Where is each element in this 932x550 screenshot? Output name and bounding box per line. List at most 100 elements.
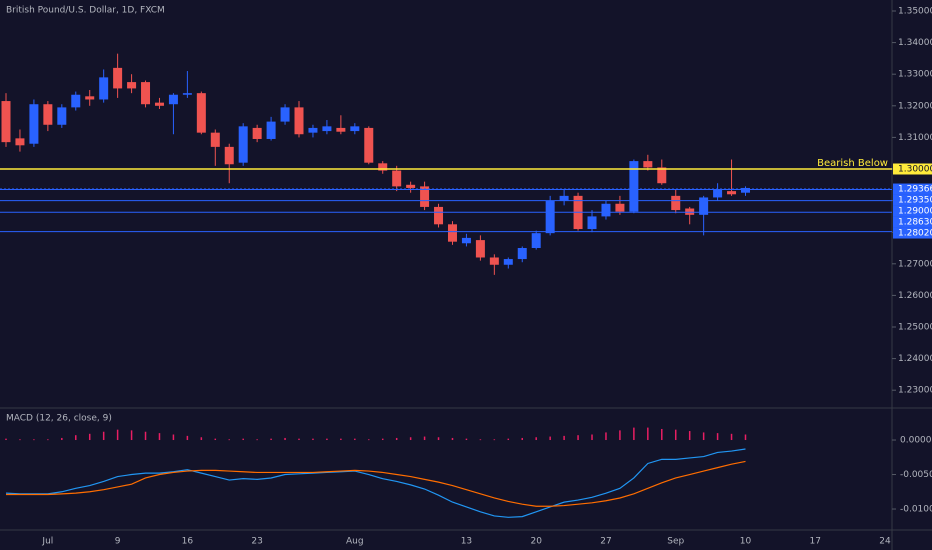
level-label-box (893, 194, 932, 206)
histogram-bar (116, 429, 119, 441)
indicator-line (5, 448, 746, 518)
x-tick-label: 10 (740, 537, 752, 547)
histogram-bar (661, 428, 663, 441)
candle-body (447, 224, 457, 242)
histogram-bar (702, 432, 705, 441)
histogram-bar (200, 437, 203, 441)
level-label-box (893, 227, 932, 239)
candle-body (406, 184, 416, 188)
candle-body (657, 167, 667, 184)
candle-body (364, 127, 374, 163)
candle-body (685, 208, 695, 215)
histogram-bar (633, 427, 635, 441)
histogram-bar (354, 438, 356, 441)
histogram-bar (688, 431, 691, 441)
candle-body (434, 206, 444, 225)
candle-body (643, 161, 653, 168)
histogram-bar (270, 438, 272, 441)
histogram-bar (451, 437, 454, 441)
level-label: 1.28630 (898, 218, 932, 228)
level-label: 1.30000 (898, 165, 932, 175)
x-tick-label: Jul (41, 537, 53, 547)
histogram-bar (437, 437, 440, 441)
indicator-line (5, 460, 746, 507)
y-tick-label: 1.24000 (898, 354, 932, 364)
candle-body (57, 107, 67, 125)
candle-body (71, 94, 81, 108)
candle-body (671, 195, 681, 211)
y-tick-label: -0.0050 (900, 470, 932, 480)
candle-body (545, 200, 555, 234)
y-tick-label: 1.31000 (898, 133, 932, 143)
x-tick-label: Sep (667, 537, 684, 547)
candle-body (308, 127, 318, 133)
candle-body (615, 203, 625, 212)
histogram-bar (381, 438, 384, 441)
x-tick-label: 23 (251, 537, 262, 547)
y-tick-label: 1.34000 (898, 38, 932, 48)
level-label-box (893, 163, 932, 175)
x-tick-label: 24 (879, 537, 891, 547)
candle-body (15, 138, 25, 146)
histogram-bar (214, 438, 217, 441)
x-tick-label: 20 (530, 537, 542, 547)
x-tick-label: 13 (461, 537, 472, 547)
histogram-bar (340, 438, 342, 441)
candle-body (350, 126, 360, 132)
y-tick-label: -0.0100 (900, 505, 932, 515)
histogram-bar (479, 439, 482, 441)
histogram-bar (563, 435, 565, 441)
histogram-bar (312, 438, 314, 441)
histogram-bar (409, 437, 412, 441)
y-tick-label: 1.35000 (898, 6, 932, 16)
candle-body (238, 126, 248, 163)
histogram-bar (423, 436, 426, 441)
candle-body (141, 82, 151, 105)
candle-body (601, 203, 611, 217)
y-tick-label: 1.23000 (898, 386, 932, 396)
histogram-bar (144, 431, 147, 441)
candle-body (503, 259, 513, 265)
x-tick-label: 27 (600, 537, 611, 547)
candle-body (489, 257, 499, 265)
candle-body (587, 216, 597, 230)
y-tick-label: 1.27000 (898, 259, 932, 269)
histogram-bar (47, 439, 49, 441)
candle-body (629, 161, 639, 212)
histogram-bar (298, 438, 300, 441)
candle-body (168, 94, 178, 105)
histogram-bar (493, 439, 496, 441)
candle-body (1, 101, 11, 143)
candle-body (210, 132, 220, 147)
level-label-box (893, 205, 932, 217)
histogram-bar (326, 438, 328, 441)
histogram-bar (647, 427, 649, 441)
candle-body (336, 127, 346, 132)
candle-body (699, 197, 709, 215)
histogram-bar (674, 429, 677, 441)
candle-body (713, 189, 723, 198)
candle-body (266, 121, 276, 139)
y-tick-label: 1.32000 (898, 101, 932, 111)
histogram-bar (507, 438, 510, 441)
level-label-box (893, 216, 932, 228)
candle-body (29, 104, 39, 144)
level-label: 1.29350 (898, 196, 932, 206)
histogram-bar (577, 435, 579, 441)
histogram-bar (75, 435, 77, 441)
candle-body (280, 107, 290, 122)
level-note: Bearish Below (817, 158, 888, 169)
histogram-bar (158, 433, 161, 441)
histogram-bar (521, 437, 524, 441)
indicator-title: MACD (12, 26, close, 9) (6, 414, 112, 424)
histogram-bar (619, 430, 621, 441)
histogram-bar (186, 435, 189, 441)
level-label: 1.28020 (898, 229, 932, 239)
histogram-bar (744, 434, 747, 441)
candle-body (475, 240, 485, 258)
histogram-bar (395, 437, 398, 441)
y-tick-label: 1.33000 (898, 70, 932, 80)
histogram-bar (172, 434, 175, 441)
